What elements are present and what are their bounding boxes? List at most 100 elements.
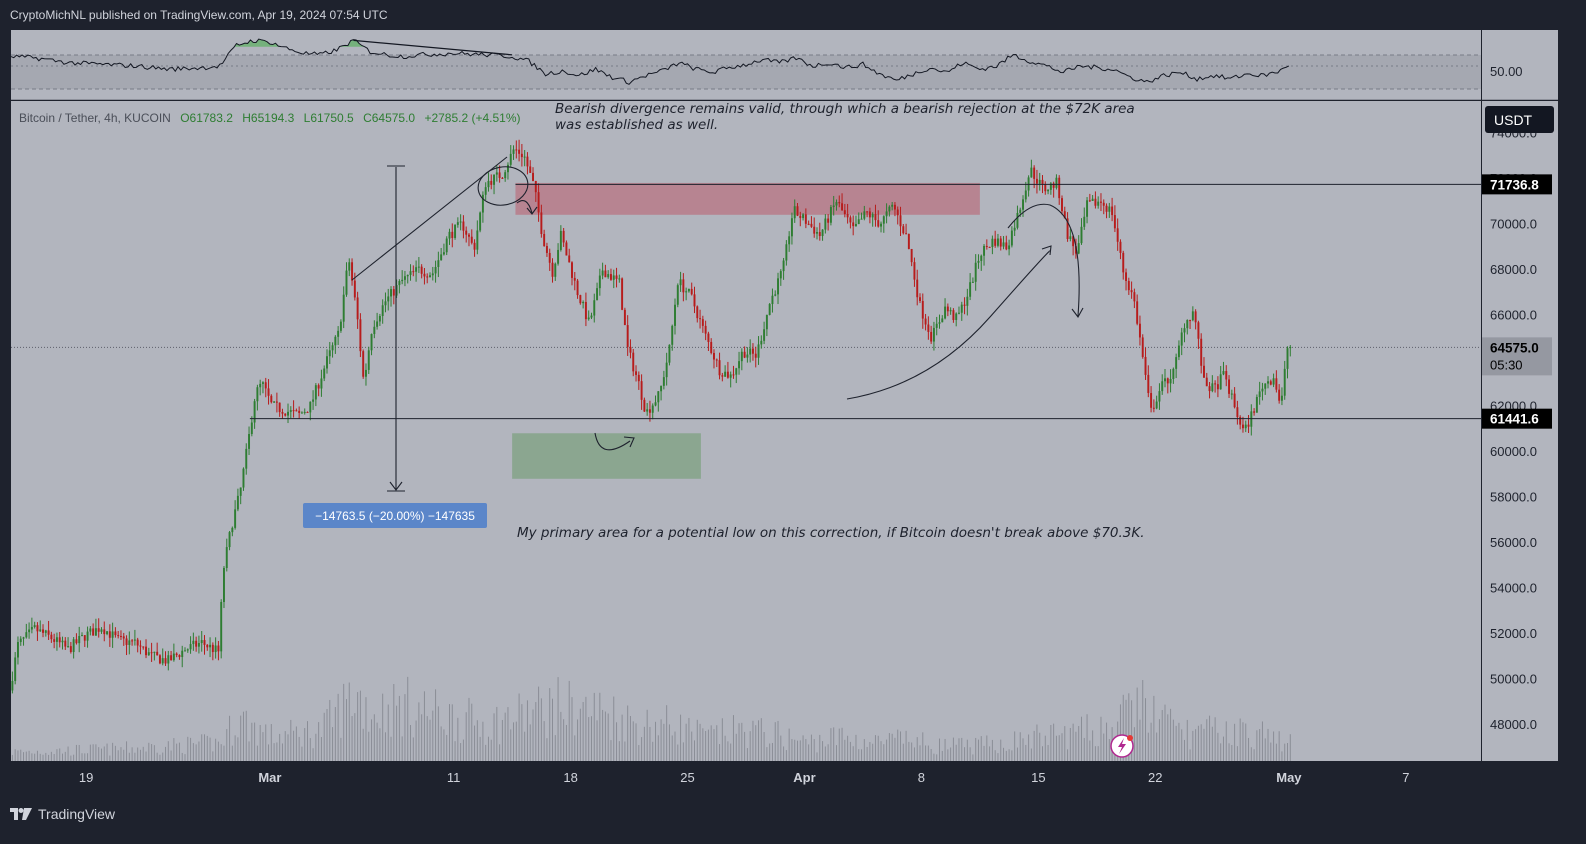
candle xyxy=(952,308,955,323)
candle xyxy=(1061,195,1063,215)
candle xyxy=(662,370,665,390)
candle xyxy=(481,191,484,223)
candle xyxy=(545,242,548,257)
candle xyxy=(367,346,370,375)
candle xyxy=(910,248,913,267)
candle xyxy=(1278,384,1281,404)
candle xyxy=(498,165,501,183)
candle xyxy=(145,639,148,659)
candle xyxy=(891,201,894,211)
candle xyxy=(604,264,607,278)
candle xyxy=(582,300,585,309)
candle xyxy=(303,408,306,415)
publisher-bar: CryptoMichNL published on TradingView.co… xyxy=(0,0,1586,30)
candle xyxy=(860,212,863,220)
tradingview-brand[interactable]: TradingView xyxy=(10,806,115,822)
candle xyxy=(181,645,184,668)
oscillator-layer xyxy=(10,38,1481,85)
candle xyxy=(1072,234,1075,256)
candle xyxy=(334,335,337,354)
candle xyxy=(1222,361,1225,376)
candle xyxy=(1219,365,1222,390)
candle xyxy=(114,627,117,638)
oscillator-overbought-fill xyxy=(11,39,1289,47)
candle xyxy=(1055,174,1058,190)
price-tick-label: 48000.0 xyxy=(1490,717,1537,732)
candle xyxy=(946,303,949,317)
candle xyxy=(178,654,181,660)
divergence-note-line1: Bearish divergence remains valid, throug… xyxy=(555,101,1135,117)
candle xyxy=(214,637,217,659)
candle xyxy=(64,637,67,650)
candle xyxy=(654,395,657,407)
candle xyxy=(100,627,103,634)
tradingview-brand-label: TradingView xyxy=(38,806,116,822)
candle xyxy=(880,221,883,233)
candle xyxy=(746,347,749,363)
candle xyxy=(573,271,576,291)
candle xyxy=(426,273,429,284)
candle xyxy=(348,258,351,277)
candle xyxy=(203,635,206,655)
candle xyxy=(493,174,496,195)
candle xyxy=(885,203,888,224)
candle xyxy=(896,206,899,225)
price-tick-label: 56000.0 xyxy=(1490,535,1537,550)
candle xyxy=(1091,195,1094,202)
candle xyxy=(893,202,896,217)
candle xyxy=(78,626,81,653)
candle xyxy=(342,286,345,329)
candle xyxy=(854,215,857,227)
candle xyxy=(1022,195,1024,217)
candle xyxy=(501,176,504,179)
candle xyxy=(403,270,406,287)
candle xyxy=(412,265,415,277)
candle xyxy=(710,338,713,355)
candle xyxy=(356,291,359,329)
lightning-icon[interactable] xyxy=(1110,734,1134,758)
price-tick-label: 66000.0 xyxy=(1490,307,1537,322)
candle xyxy=(1133,288,1136,309)
measure-label: −14763.5 (−20.00%) −147635 xyxy=(315,509,475,523)
candle xyxy=(373,320,376,339)
time-axis[interactable]: 19 Mar 11 18 25 Apr 8 15 22 May 7 xyxy=(79,770,1410,785)
candle xyxy=(543,229,546,247)
candle xyxy=(735,367,738,384)
currency-badge[interactable] xyxy=(1485,106,1554,133)
candle xyxy=(988,246,991,248)
candle xyxy=(454,224,457,240)
candle xyxy=(220,599,223,659)
candle xyxy=(1269,379,1272,386)
candle xyxy=(1177,340,1180,361)
candle xyxy=(707,331,710,352)
candle xyxy=(1158,383,1161,410)
candle xyxy=(955,312,958,327)
candle xyxy=(941,315,944,323)
candle xyxy=(813,217,816,238)
candle xyxy=(835,199,838,211)
publisher-text: CryptoMichNL published on TradingView.co… xyxy=(10,8,388,22)
candle xyxy=(409,264,412,281)
candle xyxy=(738,351,741,375)
candle xyxy=(729,371,732,388)
candle xyxy=(1214,380,1217,393)
candle xyxy=(685,287,688,301)
candle xyxy=(423,267,426,285)
candle xyxy=(646,402,649,416)
candle xyxy=(679,271,682,292)
candle xyxy=(395,279,398,298)
symbol-label[interactable]: Bitcoin / Tether, 4h, KUCOIN xyxy=(19,111,171,125)
candle xyxy=(468,233,470,247)
candle xyxy=(796,202,799,217)
candle xyxy=(799,211,802,227)
candle xyxy=(420,264,423,279)
candle xyxy=(1077,235,1080,255)
candle xyxy=(1286,346,1289,379)
candle xyxy=(47,620,50,640)
candle xyxy=(415,260,418,282)
candle xyxy=(866,211,869,218)
candle xyxy=(1280,387,1283,406)
candle xyxy=(1024,181,1027,203)
resistance-zone xyxy=(515,182,980,215)
